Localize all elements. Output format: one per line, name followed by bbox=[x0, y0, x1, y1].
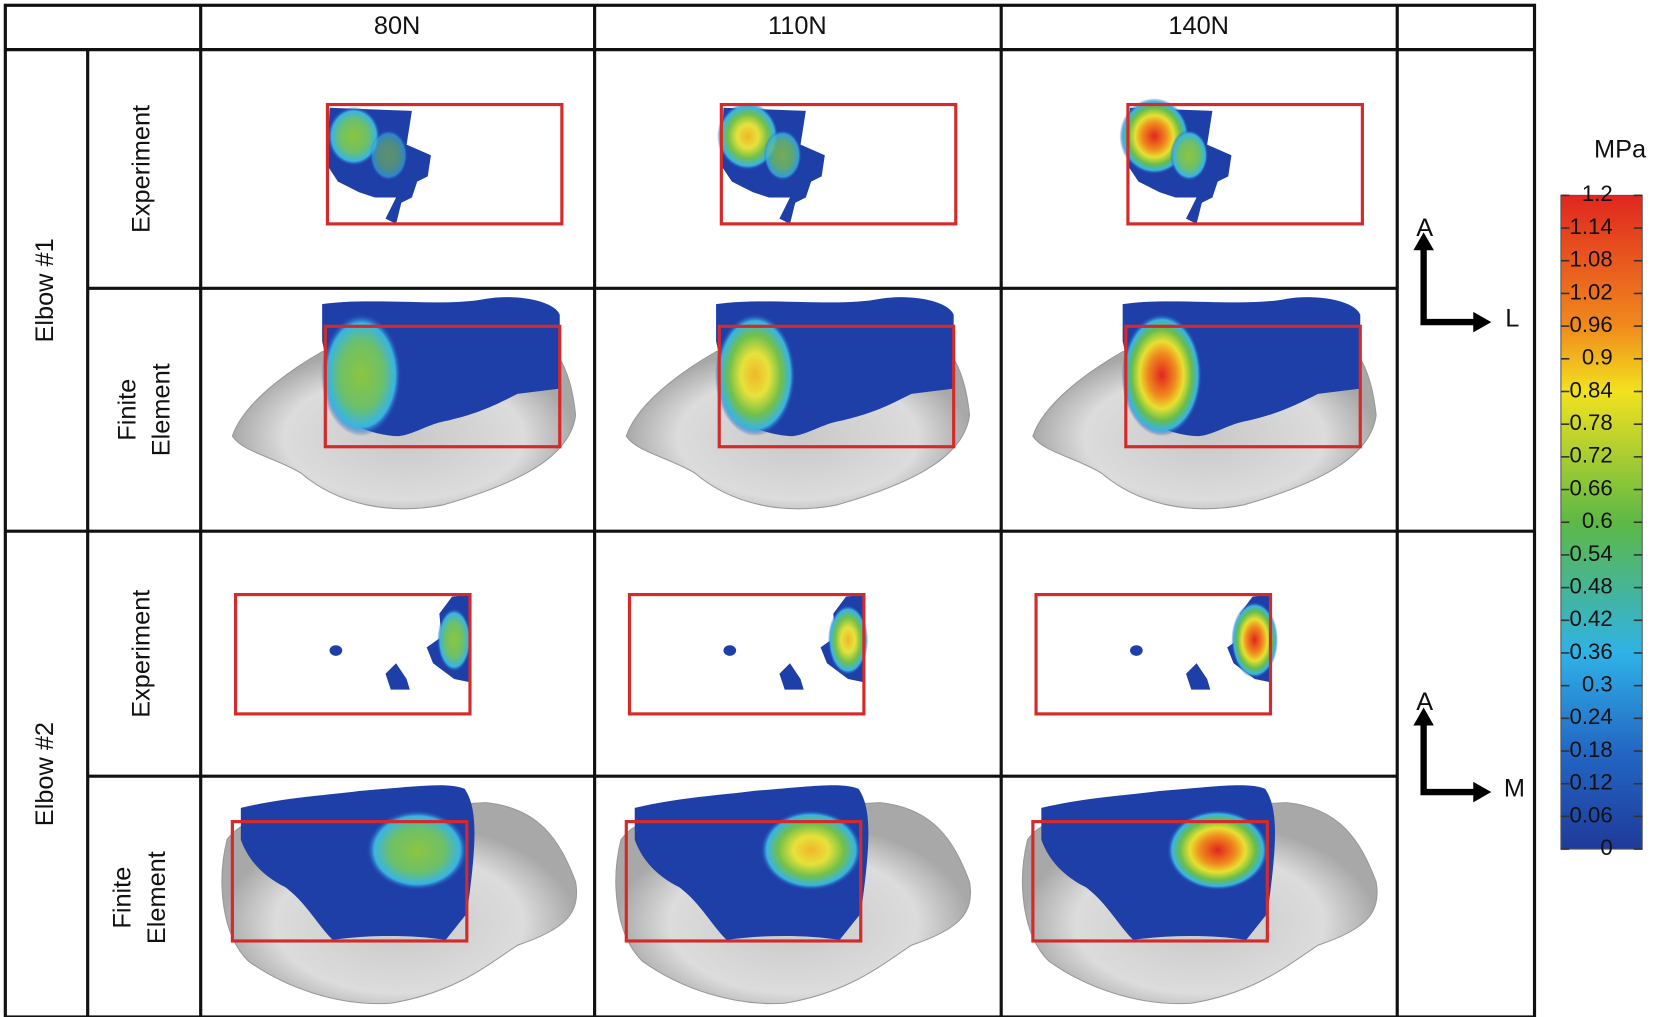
panel-image bbox=[233, 592, 472, 716]
tick-label: 1.14 bbox=[1570, 214, 1613, 239]
pressure-hotspot bbox=[1167, 810, 1269, 891]
tick-label: 0.6 bbox=[1582, 508, 1613, 533]
colorbar bbox=[1560, 194, 1643, 850]
row-label: Elbow #1 bbox=[31, 238, 59, 342]
contact-map bbox=[1130, 645, 1143, 656]
tick-label: 0.36 bbox=[1570, 639, 1613, 664]
tick-label: 0.96 bbox=[1570, 312, 1613, 337]
arrow-head bbox=[1413, 707, 1492, 803]
tick-label: 0.06 bbox=[1570, 802, 1613, 827]
tick-label: 0.9 bbox=[1582, 345, 1613, 370]
region-box bbox=[1126, 102, 1364, 226]
contact-map bbox=[1186, 663, 1211, 690]
region-box bbox=[717, 324, 956, 449]
region-box bbox=[624, 820, 863, 943]
axis-letter: M bbox=[1504, 775, 1525, 803]
axis-arrow bbox=[1420, 245, 1477, 326]
column-header: 140N bbox=[1168, 12, 1229, 40]
axis-letter: A bbox=[1416, 688, 1433, 716]
pressure-hotspot bbox=[437, 608, 472, 672]
pressure-hotspot bbox=[1170, 129, 1209, 181]
orientation-axes bbox=[1413, 232, 1492, 803]
pressure-hotspot bbox=[369, 129, 408, 181]
panel-image bbox=[1034, 592, 1278, 716]
pressure-hotspot bbox=[1121, 313, 1202, 437]
panel-image bbox=[221, 785, 578, 1005]
pressure-hotspot bbox=[1231, 601, 1278, 678]
tick-label: 0.66 bbox=[1570, 475, 1613, 500]
pressure-hotspot bbox=[715, 313, 796, 437]
region-box bbox=[323, 324, 562, 449]
tick-label: 1.08 bbox=[1570, 247, 1613, 272]
tick-label: 0.12 bbox=[1570, 770, 1613, 795]
axis-arrow bbox=[1420, 720, 1477, 796]
panel-image bbox=[231, 297, 577, 510]
colorbar-ticks: 1.2 1.14 1.08 1.02 0.96 0.9 0.84 0.78 0.72 0.66 0.… bbox=[1560, 181, 1643, 860]
row-label: Elbow #2 bbox=[31, 722, 59, 826]
pressure-hotspot bbox=[327, 106, 381, 166]
region-box bbox=[627, 592, 866, 716]
column-header: 80N bbox=[374, 12, 420, 40]
tick-label: 1.02 bbox=[1570, 279, 1613, 304]
sub-row-label: Experiment bbox=[127, 105, 155, 233]
panel-image bbox=[627, 592, 869, 716]
sub-row-label: Element bbox=[147, 363, 175, 456]
pressure-hotspot bbox=[760, 810, 862, 891]
region-box bbox=[1124, 324, 1362, 449]
panel-image bbox=[1032, 297, 1377, 510]
region-box bbox=[719, 102, 958, 226]
contact-map bbox=[723, 645, 737, 656]
tick-label: 0.84 bbox=[1570, 377, 1613, 402]
region-box bbox=[1031, 820, 1269, 943]
contact-map bbox=[779, 663, 804, 690]
arrow-head bbox=[1413, 232, 1492, 333]
pressure-hotspot bbox=[828, 605, 869, 675]
region-box bbox=[230, 820, 469, 943]
sub-row-label: Element bbox=[143, 851, 171, 944]
sub-row-label: Experiment bbox=[127, 590, 155, 718]
table-grid bbox=[3, 3, 1537, 1017]
panels bbox=[221, 98, 1378, 1005]
tick-label: 0.72 bbox=[1570, 443, 1613, 468]
tick-label: 0 bbox=[1600, 835, 1612, 860]
pressure-hotspot bbox=[763, 129, 802, 181]
tick-label: 0.18 bbox=[1570, 737, 1613, 762]
table-border bbox=[3, 3, 1537, 1017]
axis-letter: A bbox=[1416, 214, 1433, 242]
panel-image bbox=[1119, 98, 1364, 226]
panel-image bbox=[1021, 785, 1378, 1005]
contact-map bbox=[329, 645, 343, 656]
colorbar-title: MPa bbox=[1594, 136, 1647, 164]
column-header: 110N bbox=[768, 12, 827, 40]
sub-row-label: Finite bbox=[108, 867, 136, 929]
panel-image bbox=[615, 785, 971, 1005]
panel-image bbox=[325, 102, 564, 226]
contact-map bbox=[385, 663, 410, 690]
region-box bbox=[1034, 592, 1273, 716]
pressure-hotspot bbox=[717, 102, 779, 171]
tick-label: 1.2 bbox=[1582, 181, 1613, 206]
pressure-hotspot bbox=[366, 810, 468, 891]
panel-image bbox=[717, 102, 958, 226]
tick-label: 0.3 bbox=[1582, 672, 1613, 697]
tick-label: 0.24 bbox=[1570, 704, 1613, 729]
tick-label: 0.42 bbox=[1570, 606, 1613, 631]
region-box bbox=[325, 102, 564, 226]
tick-label: 0.78 bbox=[1570, 410, 1613, 435]
tick-label: 0.48 bbox=[1570, 573, 1613, 598]
panel-image bbox=[625, 297, 971, 510]
region-box bbox=[233, 592, 472, 716]
pressure-hotspot bbox=[321, 313, 402, 437]
axis-letter: L bbox=[1505, 305, 1519, 333]
tick-label: 0.54 bbox=[1570, 541, 1613, 566]
sub-row-label: Finite bbox=[114, 379, 142, 441]
